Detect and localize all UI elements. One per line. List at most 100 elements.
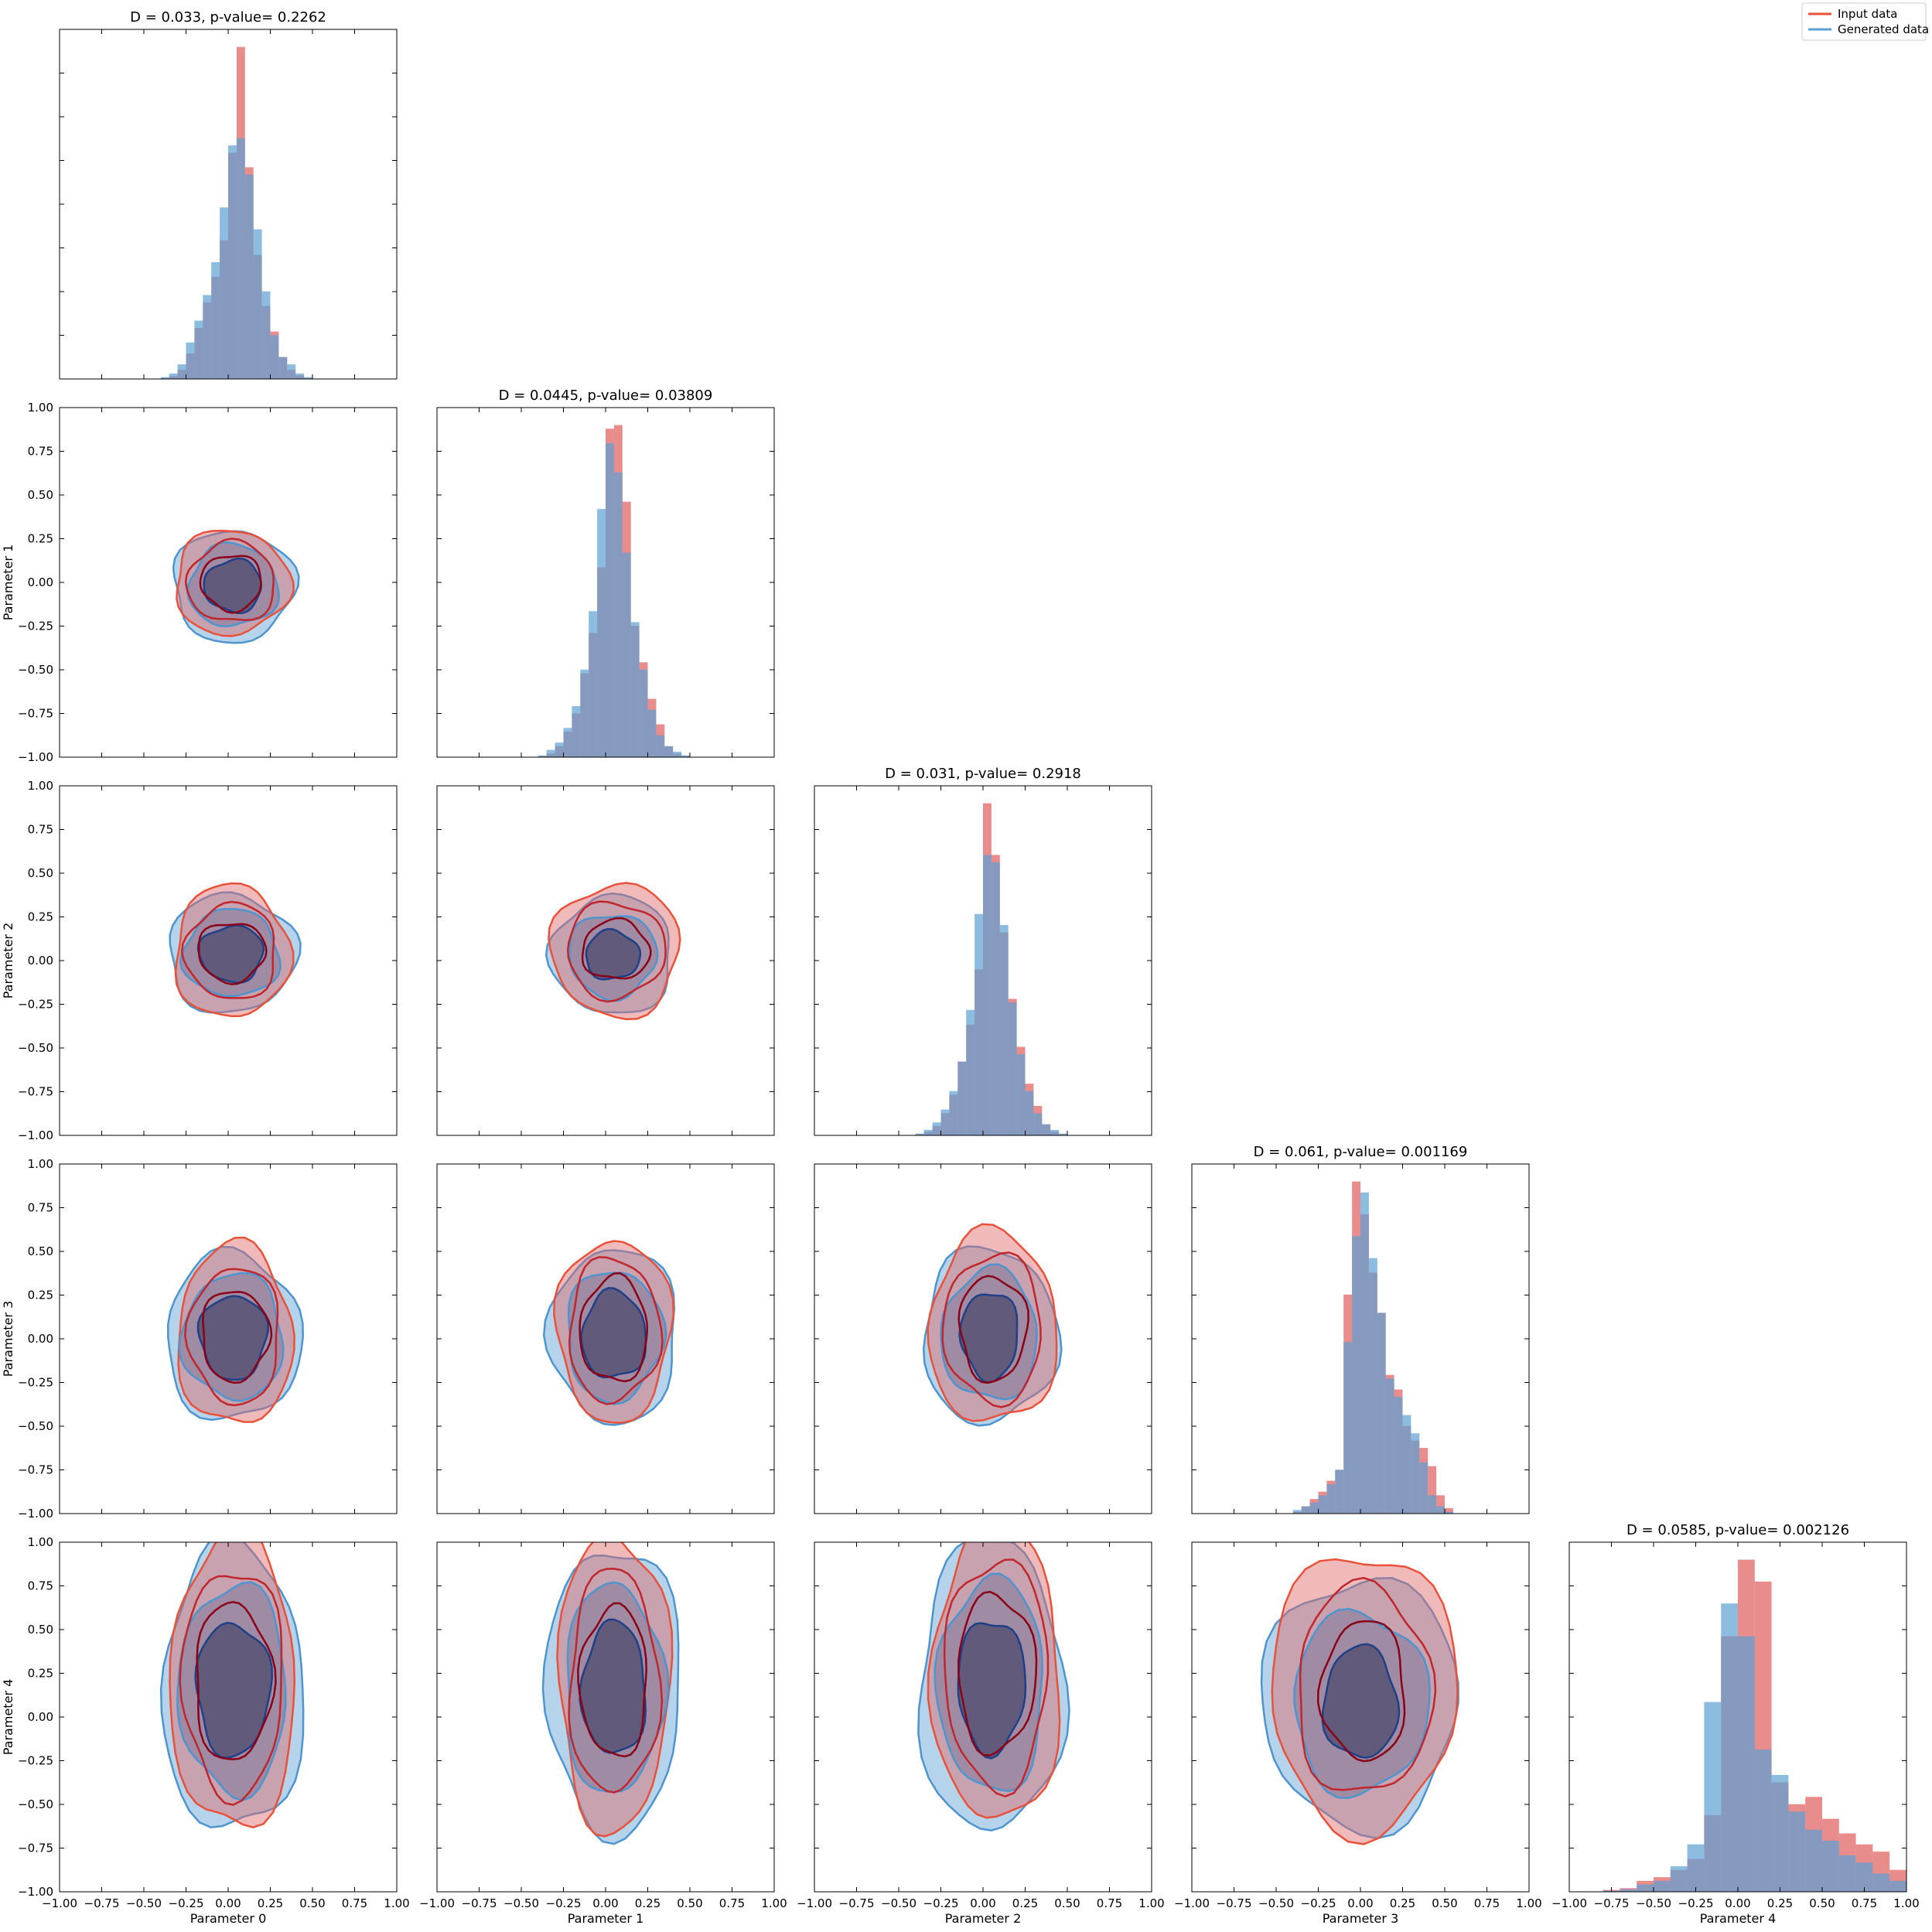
generated-hist-bar [270,335,279,379]
y-tick-label: −0.75 [18,1463,53,1477]
generated-hist-bar [1343,1342,1353,1514]
input-mid-contour [943,1558,1050,1798]
input-hist-bar [1436,1495,1445,1514]
y-tick-label: 0.75 [28,823,53,837]
generated-hist-bar [1318,1495,1327,1514]
panel-content [541,1542,680,1845]
panel-4-3: −1.00 −0.75 −0.50 −0.25 0.00 0.25 0.50 0.75 1.00… [1174,1541,1542,1926]
x-tick-label: −0.50 [881,1896,917,1910]
legend-label-generated: Generated data [1838,22,1929,36]
input-mid-contour [568,1256,664,1405]
input-mid-contour [941,1251,1042,1408]
generated-hist-bar [287,364,296,379]
generated-inner-contour [580,1287,647,1379]
generated-hist-bar [975,913,983,1135]
panel-content [159,1542,305,1829]
y-tick-label: 0.00 [28,575,53,589]
y-tick-label: 1.00 [28,779,53,793]
panel-1-1: D = 0.0445, p-value= 0.03809 [436,387,775,758]
panel-4-2: −1.00 −0.75 −0.50 −0.25 0.00 0.25 0.50 0.75 1.00… [797,1541,1165,1926]
generated-hist-bar [1335,1469,1344,1514]
x-tick-label: −1.00 [1551,1896,1587,1910]
y-tick-label: −0.25 [18,1376,53,1390]
y-axis-label: Parameter 1 [1,544,15,621]
input-inner-contour [577,1602,647,1758]
y-tick-label: −0.25 [18,1754,53,1768]
generated-inner-contour [203,557,263,614]
x-tick-label: −0.75 [1594,1896,1630,1910]
diagonal-title: D = 0.031, p-value= 0.2918 [885,766,1081,782]
x-tick-label: 0.00 [1725,1896,1750,1910]
input-inner-contour [957,1590,1038,1757]
y-tick-label: 0.25 [28,1667,53,1681]
panel-content [1603,1559,1906,1892]
generated-hist-bar [966,1009,975,1135]
generated-hist-bar [1637,1884,1654,1892]
input-inner-contour [202,1291,273,1384]
generated-hist-bar [1419,1462,1429,1514]
generated-hist-bar [1654,1880,1671,1892]
x-tick-label: −0.25 [546,1896,582,1910]
x-tick-label: 0.00 [1347,1896,1373,1910]
input-mid-contour [184,1268,279,1407]
y-tick-label: 0.00 [28,1332,53,1346]
generated-hist-bar [1428,1495,1437,1514]
generated-hist-bar [1301,1506,1310,1514]
x-tick-label: 1.00 [384,1896,409,1910]
y-tick-label: 0.25 [28,910,53,924]
generated-hist-bar [1050,1129,1060,1135]
generated-inner-contour [194,1621,274,1760]
panel-3-1 [436,1163,775,1514]
generated-hist-bar [983,855,992,1135]
y-tick-label: 0.50 [28,1244,53,1258]
x-tick-label: −0.50 [126,1896,162,1910]
generated-hist-bar [563,728,572,757]
generated-hist-bar [1771,1775,1789,1892]
y-tick-label: −1.00 [18,1128,53,1142]
x-axis-label: Parameter 4 [1700,1911,1777,1926]
panel-content [172,530,300,644]
x-tick-label: 0.75 [342,1896,367,1910]
y-axis-label: Parameter 3 [1,1301,15,1377]
x-tick-label: 0.00 [970,1896,995,1910]
diagonal-title: D = 0.0585, p-value= 0.002126 [1626,1522,1849,1538]
generated-hist-bar [1377,1312,1386,1514]
x-tick-label: 0.50 [677,1896,702,1910]
generated-hist-bar [1670,1865,1688,1892]
panel-3-3: D = 0.061, p-value= 0.001169 [1191,1144,1530,1514]
generated-hist-bar [304,377,312,379]
generated-hist-bar [1292,1510,1302,1514]
input-hist-bar [1445,1507,1453,1514]
generated-hist-bar [160,377,169,379]
input-mid-contour [1299,1576,1437,1791]
generated-hist-bar [1889,1880,1906,1892]
input-inner-contour [197,923,268,985]
x-tick-label: −0.75 [84,1896,120,1910]
generated-hist-bar [932,1122,941,1135]
generated-hist-bar [589,611,598,757]
generated-hist-bar [673,751,682,757]
input-inner-contour [1316,1620,1406,1763]
panel-content [169,882,302,1018]
x-tick-label: −1.00 [797,1896,832,1910]
x-tick-label: 0.75 [719,1896,745,1910]
generated-hist-bar [915,1133,924,1135]
generated-hist-bar [1394,1397,1403,1514]
diagonal-title: D = 0.033, p-value= 0.2262 [130,9,326,26]
x-tick-label: 0.00 [592,1896,618,1910]
input-mid-contour [566,900,667,1003]
diagonal-title: D = 0.061, p-value= 0.001169 [1254,1144,1468,1160]
generated-hist-bar [194,320,203,379]
legend-label-input: Input data [1838,7,1897,21]
panel-4-1: −1.00 −0.75 −0.50 −0.25 0.00 0.25 0.50 0.75 1.00… [419,1541,787,1926]
y-tick-label: 0.50 [28,488,53,502]
generated-hist-bar [177,364,186,379]
generated-hist-bar [228,145,237,379]
y-tick-label: 0.50 [28,866,53,880]
generated-hist-bar [1402,1415,1411,1514]
input-inner-contour [199,555,262,614]
panel-content [917,1542,1070,1831]
generated-hist-bar [1385,1378,1394,1514]
input-mid-contour [179,1575,283,1806]
panel-2-2: D = 0.031, p-value= 0.2918 [814,766,1152,1136]
